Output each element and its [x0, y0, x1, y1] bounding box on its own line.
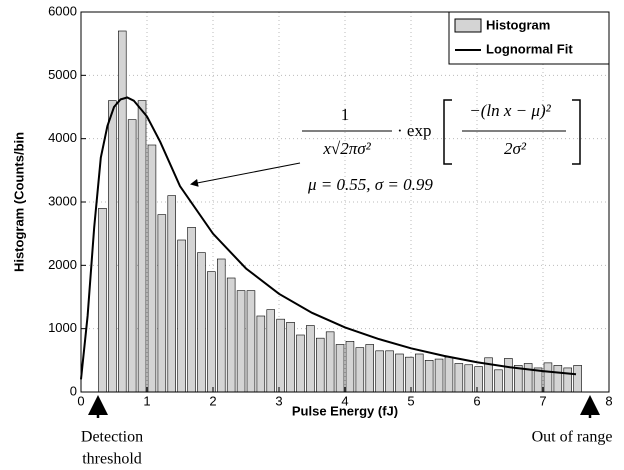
- x-tick-label: 6: [473, 393, 480, 408]
- bar: [424, 360, 434, 393]
- bar: [187, 227, 196, 393]
- bar: [405, 356, 414, 393]
- x-tick-label: 8: [605, 393, 612, 408]
- x-axis-label: Pulse Energy (fJ): [292, 403, 398, 418]
- bar: [395, 353, 404, 393]
- annotation: · exp: [397, 121, 431, 140]
- bar: [365, 344, 374, 393]
- legend-label: Lognormal Fit: [486, 41, 573, 56]
- annotation: μ = 0.55, σ = 0.99: [307, 175, 433, 194]
- annotation: Detection: [81, 429, 143, 446]
- y-tick-label: 1000: [48, 320, 77, 335]
- y-axis-label: Histogram (Counts/bin: [11, 132, 26, 272]
- bar: [444, 356, 454, 393]
- bar: [127, 119, 137, 393]
- legend-swatch: [454, 18, 482, 33]
- annotation: Out of range: [532, 429, 613, 446]
- formula: 1 x√2πσ² · exp −(ln x − μ)² 2σ² μ = 0.55…: [190, 99, 581, 194]
- x-tick-label: 7: [539, 393, 546, 408]
- annotation: −(ln x − μ)²: [469, 101, 551, 120]
- bar: [147, 144, 157, 393]
- bar: [553, 365, 563, 393]
- x-tick-label: 2: [209, 393, 216, 408]
- bar: [325, 331, 335, 393]
- bar: [464, 364, 473, 393]
- legend-label: Histogram: [486, 17, 550, 32]
- bar: [266, 309, 275, 393]
- bar: [108, 100, 117, 393]
- y-tick-label: 3000: [48, 193, 77, 208]
- bar: [345, 341, 355, 393]
- bar: [306, 325, 315, 393]
- bar: [256, 315, 266, 393]
- x-tick-label: 1: [143, 393, 150, 408]
- bar: [98, 208, 107, 393]
- y-tick-label: 5000: [48, 67, 77, 82]
- x-tick-label: 4: [341, 393, 348, 408]
- bar: [385, 350, 394, 393]
- bar: [315, 337, 325, 393]
- bar: [217, 258, 226, 393]
- x-tick-label: 0: [77, 393, 84, 408]
- bar: [157, 214, 167, 393]
- bar: [207, 271, 216, 393]
- bar: [197, 252, 206, 393]
- annotation: x√2πσ²: [322, 139, 371, 158]
- bar: [246, 290, 256, 393]
- annotation-arrow: [190, 162, 301, 187]
- bar: [137, 100, 147, 393]
- bar: [276, 318, 285, 393]
- bar: [434, 358, 444, 393]
- bar: [504, 358, 513, 393]
- annotation: 1: [341, 105, 350, 124]
- bar: [118, 30, 127, 393]
- x-tick-label: 5: [407, 393, 414, 408]
- bar: [414, 353, 424, 393]
- annotation: threshold: [82, 451, 142, 468]
- bar: [226, 277, 236, 393]
- bar: [563, 367, 572, 393]
- bar: [454, 363, 464, 393]
- bar: [375, 350, 384, 393]
- y-tick-label: 2000: [48, 257, 77, 272]
- y-tick-label: 4000: [48, 130, 77, 145]
- legend: Histogram Lognormal Fit: [448, 11, 610, 65]
- fit-line: [80, 96, 577, 380]
- bar: [523, 363, 533, 393]
- annotation: 2σ²: [504, 139, 527, 158]
- bar: [494, 369, 503, 393]
- bar: [543, 362, 553, 393]
- bar: [236, 290, 246, 393]
- bar: [177, 239, 186, 393]
- plot-area: [80, 11, 610, 393]
- y-tick-label: 0: [70, 383, 77, 398]
- bar: [355, 347, 365, 393]
- bar: [296, 334, 305, 393]
- bar: [167, 195, 177, 393]
- x-tick-label: 3: [275, 393, 282, 408]
- bar: [335, 344, 345, 393]
- bar: [286, 322, 295, 393]
- y-tick-label: 6000: [48, 3, 77, 18]
- bar: [474, 366, 483, 393]
- bar: [573, 365, 582, 393]
